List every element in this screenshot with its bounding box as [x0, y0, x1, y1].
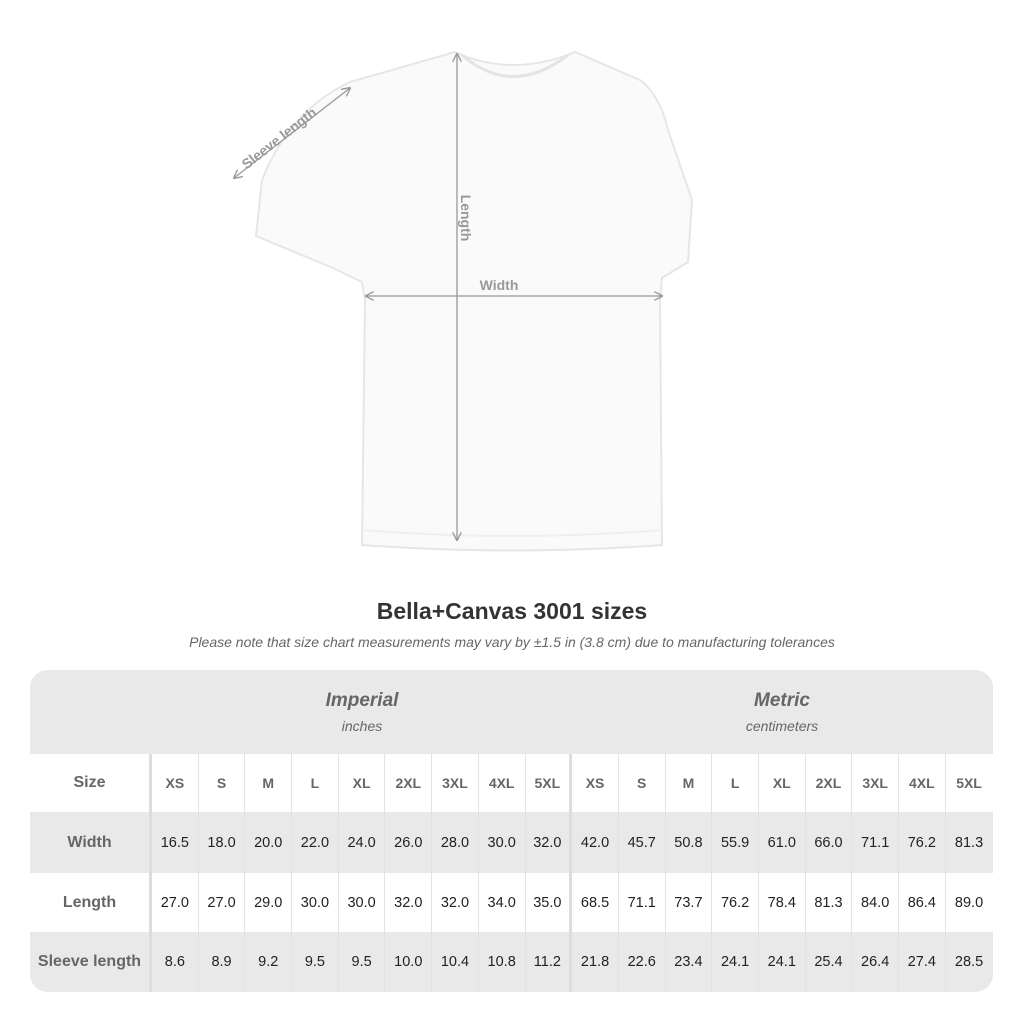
size-header: M — [245, 754, 293, 812]
table-cell: 24.1 — [712, 932, 759, 992]
width-label: Width — [480, 277, 519, 293]
table-cell: 20.0 — [245, 812, 293, 873]
table-cell: 86.4 — [899, 873, 946, 932]
table-cell: 27.4 — [899, 932, 946, 992]
table-cell: 81.3 — [806, 873, 853, 932]
imperial-unit: inches — [341, 718, 383, 734]
table-cell: 50.8 — [666, 812, 713, 873]
sleeve-length-line — [234, 88, 350, 178]
table-cell: 30.0 — [479, 812, 526, 873]
size-header: XL — [339, 754, 386, 812]
table-row: Width 16.5 18.0 20.0 22.0 24.0 26.0 28.0 30.0 32.… — [30, 812, 993, 873]
table-cell: 78.4 — [759, 873, 806, 932]
table-cell: 22.6 — [619, 932, 666, 992]
table-cell: 55.9 — [712, 812, 759, 873]
table-cell: 35.0 — [526, 873, 573, 932]
table-cell: 42.0 — [572, 812, 619, 873]
size-header: 4XL — [899, 754, 946, 812]
size-header: 3XL — [432, 754, 479, 812]
table-cell: 45.7 — [619, 812, 666, 873]
size-header: S — [619, 754, 666, 812]
size-header: 5XL — [956, 775, 982, 791]
imperial-title: Imperial — [325, 690, 399, 711]
size-header-row: Size XS S M L XL 2XL 3XL 4XL 5XL XS S M L XL 2XL 3XL 4XL 5… — [30, 754, 993, 812]
size-header: XS — [572, 754, 619, 812]
table-cell: 81.3 — [954, 834, 984, 851]
size-header: 4XL — [479, 754, 526, 812]
size-header: 2XL — [806, 754, 853, 812]
table-cell: 29.0 — [245, 873, 293, 932]
table-cell: 32.0 — [432, 873, 479, 932]
table-cell: 23.4 — [666, 932, 713, 992]
table-cell: 27.0 — [152, 873, 199, 932]
table-row: Length 27.0 27.0 29.0 30.0 30.0 32.0 32.0 34.0 35… — [30, 873, 993, 932]
size-header: L — [292, 754, 339, 812]
table-cell: 8.6 — [152, 932, 199, 992]
imperial-header: Imperial inches — [152, 670, 572, 754]
table-cell: 26.4 — [852, 932, 899, 992]
size-header: L — [712, 754, 759, 812]
size-header: 2XL — [385, 754, 433, 812]
row-label: Sleeve length — [30, 932, 152, 992]
size-header: 3XL — [852, 754, 899, 812]
table-cell: 32.0 — [526, 812, 573, 873]
table-cell: 76.2 — [712, 873, 759, 932]
table-cell: 25.4 — [806, 932, 853, 992]
table-cell: 21.8 — [572, 932, 619, 992]
table-cell: 24.1 — [759, 932, 806, 992]
table-cell: 89.0 — [954, 894, 984, 911]
table-cell: 9.5 — [339, 932, 386, 992]
table-cell: 9.2 — [245, 932, 293, 992]
table-cell: 71.1 — [852, 812, 899, 873]
table-cell: 26.0 — [385, 812, 433, 873]
table-cell: 18.0 — [199, 812, 246, 873]
table-cell: 27.0 — [199, 873, 246, 932]
table-header: Imperial inches Metric centimeters — [30, 670, 993, 754]
size-header: 5XL — [526, 754, 573, 812]
table-cell: 34.0 — [479, 873, 526, 932]
row-label: Size — [30, 754, 152, 812]
length-label: Length — [458, 195, 474, 242]
row-label: Width — [30, 812, 152, 873]
row-label: Length — [30, 873, 152, 932]
table-cell: 16.5 — [152, 812, 199, 873]
table-cell: 22.0 — [292, 812, 339, 873]
size-header: XS — [152, 754, 199, 812]
table-cell: 30.0 — [292, 873, 339, 932]
table-cell: 10.4 — [432, 932, 479, 992]
size-header: S — [199, 754, 246, 812]
table-cell: 28.5 — [954, 954, 984, 970]
table-cell: 76.2 — [899, 812, 946, 873]
table-cell: 10.0 — [385, 932, 433, 992]
table-cell: 9.5 — [292, 932, 339, 992]
table-cell: 73.7 — [666, 873, 713, 932]
table-cell: 84.0 — [852, 873, 899, 932]
tshirt-shape — [254, 50, 694, 552]
table-cell: 10.8 — [479, 932, 526, 992]
table-cell: 24.0 — [339, 812, 386, 873]
table-cell: 28.0 — [432, 812, 479, 873]
table-cell: 8.9 — [199, 932, 246, 992]
table-cell: 71.1 — [619, 873, 666, 932]
tshirt-diagram: Sleeve length Length Width — [0, 50, 694, 552]
table-cell: 30.0 — [339, 873, 386, 932]
table-cell: 68.5 — [572, 873, 619, 932]
table-cell: 11.2 — [526, 932, 573, 992]
metric-unit: centimeters — [745, 718, 819, 734]
size-header: M — [666, 754, 713, 812]
tolerance-note: Please note that size chart measurements… — [189, 634, 835, 650]
size-table: Imperial inches Metric centimeters Size X… — [30, 670, 993, 992]
table-cell: 32.0 — [385, 873, 433, 932]
table-cell: 61.0 — [759, 812, 806, 873]
table-cell: 66.0 — [806, 812, 853, 873]
size-header: XL — [759, 754, 806, 812]
table-row: Sleeve length 8.6 8.9 9.2 9.5 9.5 10.0 10.4 10.8… — [30, 932, 993, 992]
metric-title: Metric — [754, 690, 810, 711]
metric-header: Metric centimeters — [572, 670, 992, 754]
page-title: Bella+Canvas 3001 sizes — [376, 598, 648, 624]
